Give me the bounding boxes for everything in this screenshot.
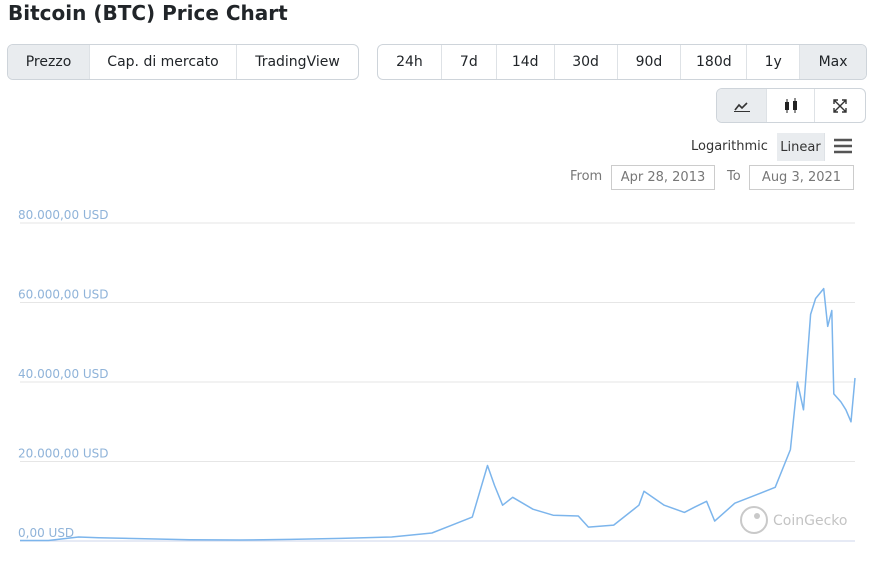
line-view-button[interactable] xyxy=(717,89,768,122)
line-icon xyxy=(733,101,750,112)
view-group xyxy=(716,88,866,123)
range-button[interactable]: Max xyxy=(800,45,866,79)
fullscreen-button[interactable] xyxy=(815,89,865,122)
tab-button[interactable]: TradingView xyxy=(255,54,340,70)
expand-icon xyxy=(833,98,847,113)
from-label: From xyxy=(570,169,603,184)
y-tick-label: 0,00 USD xyxy=(18,526,74,540)
range-button[interactable]: 1y xyxy=(747,45,801,79)
log-scale-button[interactable]: Logarithmic xyxy=(691,139,768,154)
range-button[interactable]: 7d xyxy=(442,45,497,79)
watermark-text: CoinGecko xyxy=(773,513,847,529)
tab-group: Prezzo Cap. di mercato TradingView xyxy=(7,44,359,80)
range-button[interactable]: 24h xyxy=(378,45,442,79)
page-title: Bitcoin (BTC) Price Chart xyxy=(8,1,288,25)
y-tick-label: 80.000,00 USD xyxy=(18,208,109,222)
watermark: CoinGecko xyxy=(740,506,847,534)
range-button[interactable]: 30d xyxy=(555,45,618,79)
range-button[interactable]: 180d xyxy=(681,45,748,79)
from-input[interactable]: Apr 28, 2013 xyxy=(611,165,715,190)
y-tick-label: 20.000,00 USD xyxy=(18,447,109,461)
candle-view-button[interactable] xyxy=(767,89,815,122)
range-button[interactable]: 90d xyxy=(618,45,682,79)
y-tick-label: 40.000,00 USD xyxy=(18,367,109,381)
range-group: 24h 7d 14d 30d 90d 180d 1y Max xyxy=(377,44,867,80)
linear-scale-button[interactable]: Linear xyxy=(777,133,825,161)
candle-icon xyxy=(784,97,797,113)
to-input[interactable]: Aug 3, 2021 xyxy=(749,165,854,190)
y-tick-label: 60.000,00 USD xyxy=(18,288,109,302)
menu-icon[interactable] xyxy=(833,138,853,154)
to-label: To xyxy=(727,169,741,184)
tab-button[interactable]: Prezzo xyxy=(8,45,90,79)
price-line xyxy=(20,287,856,542)
range-button[interactable]: 14d xyxy=(497,45,555,79)
tab-button[interactable]: Cap. di mercato xyxy=(90,45,237,79)
